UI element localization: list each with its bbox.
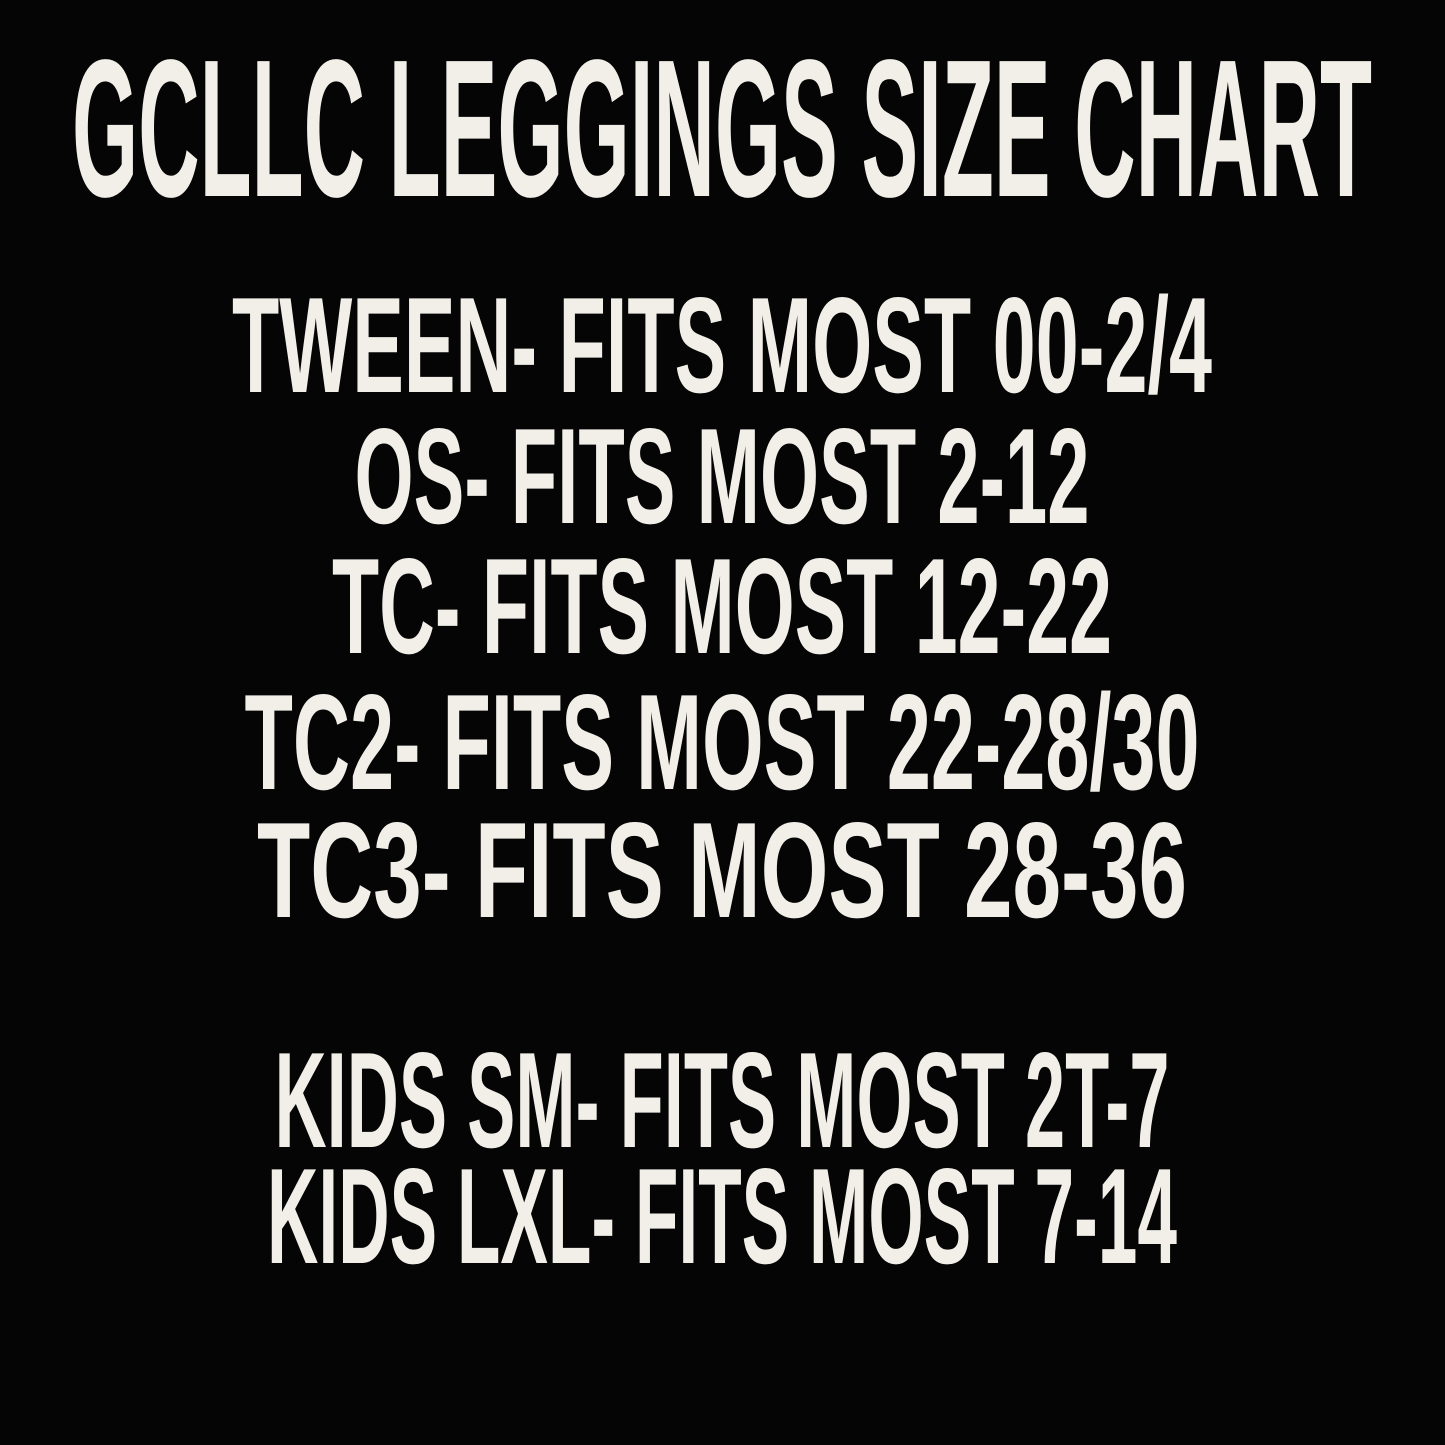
size-line-kids-sm: KIDS SM- FITS MOST 2T-7 bbox=[275, 1024, 1170, 1176]
size-line-tc3: TC3- FITS MOST 28-36 bbox=[257, 794, 1187, 946]
size-line-tween: TWEEN- FITS MOST 00-2/4 bbox=[232, 269, 1212, 421]
page-title: GCLLC LEGGINGS SIZE CHART bbox=[72, 19, 1372, 238]
size-line-os: OS- FITS MOST 2-12 bbox=[355, 400, 1090, 552]
size-line-tc2: TC2- FITS MOST 22-28/30 bbox=[245, 666, 1200, 818]
size-line-tc: TC- FITS MOST 12-22 bbox=[332, 530, 1112, 682]
size-line-kids-lxl: KIDS LXL- FITS MOST 7-14 bbox=[267, 1140, 1177, 1292]
